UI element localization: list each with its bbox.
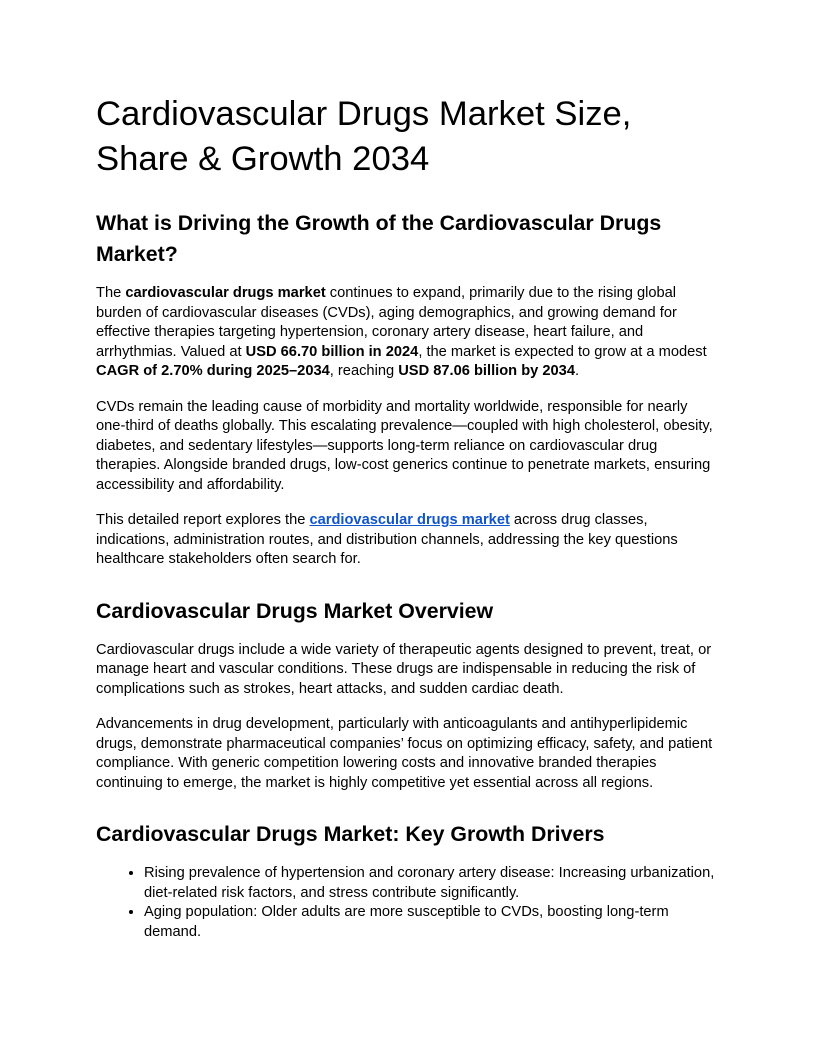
text-run: Advancements in drug development, partic…: [96, 716, 713, 791]
paragraph-report-scope: This detailed report explores the cardio…: [96, 511, 720, 570]
text-run: USD 87.06 billion by 2034: [398, 363, 575, 379]
text-run: across drug classes, indications, admini…: [96, 512, 678, 567]
paragraph-market-expansion: The cardiovascular drugs market continue…: [96, 284, 720, 382]
list-item: Rising prevalence of hypertension and co…: [144, 864, 720, 903]
paragraph-cvd-burden: CVDs remain the leading cause of morbidi…: [96, 398, 720, 496]
text-run: The: [96, 285, 126, 301]
text-run: This detailed report explores the: [96, 512, 310, 528]
text-run: CVDs remain the leading cause of morbidi…: [96, 398, 713, 493]
list-item: Aging population: Older adults are more …: [144, 903, 720, 942]
section-heading-overview: Cardiovascular Drugs Market Overview: [96, 598, 494, 623]
text-run: , the market is expected to grow at a mo…: [418, 343, 707, 360]
paragraph-overview-definition: Cardiovascular drugs include a wide vari…: [96, 641, 720, 700]
section-heading-growth-question: What is Driving the Growth of the Cardio…: [96, 211, 662, 266]
paragraph-overview-advancements: Advancements in drug development, partic…: [96, 715, 720, 793]
section-heading-key-growth-drivers: Cardiovascular Drugs Market: Key Growth …: [96, 822, 605, 846]
text-run: continues to expand, primarily due to th…: [96, 285, 677, 360]
text-run: Cardiovascular drugs include a wide vari…: [96, 641, 712, 697]
text-run: , reaching: [329, 363, 399, 379]
growth-drivers-list: Rising prevalence of hypertension and co…: [96, 864, 720, 942]
text-run: cardiovascular drugs market: [125, 285, 326, 301]
text-run: CAGR of 2.70% during 2025–2034: [96, 363, 330, 379]
cardiovascular-drugs-market-link[interactable]: cardiovascular drugs market: [309, 512, 510, 528]
document-title: Cardiovascular Drugs Market Size, Share …: [96, 95, 632, 178]
text-run: USD 66.70 billion in 2024: [245, 343, 419, 360]
text-run: .: [574, 363, 580, 379]
